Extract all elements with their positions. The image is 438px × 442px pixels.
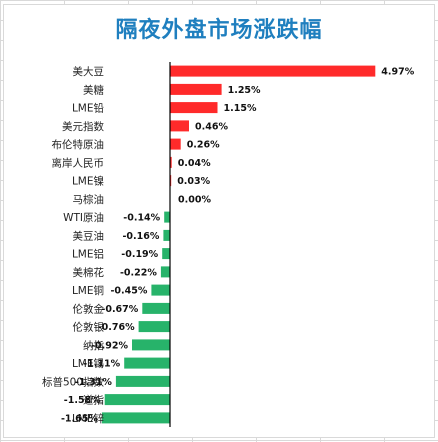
bar-19 [101, 412, 170, 424]
category-label-5: 离岸人民币 [52, 156, 105, 169]
value-label-16: -1.11% [83, 359, 120, 370]
value-label-8: -0.14% [123, 213, 160, 224]
bar-12 [151, 284, 170, 296]
category-label-17: 标普500指数 [42, 375, 105, 388]
bar-9 [163, 229, 170, 241]
labels-layer: 美大豆 4.97% 美糖 1.25% LME铅 1.15% 美元指数 0.46% 布伦特原油 0.… [42, 65, 415, 425]
value-label-11: -0.22% [120, 267, 157, 278]
category-label-18: 道指 [83, 394, 104, 407]
value-label-13: -0.67% [101, 304, 138, 315]
value-label-18: -1.58% [64, 395, 101, 406]
value-label-3: 0.46% [195, 121, 228, 132]
value-label-19: -1.65% [61, 413, 98, 424]
category-label-1: 美糖 [83, 83, 104, 96]
value-label-6: 0.03% [177, 176, 210, 187]
category-label-13: 伦敦金 [73, 302, 105, 315]
category-label-19: LME锌 [72, 412, 105, 425]
category-label-12: LME铜 [72, 285, 104, 297]
bar-0 [170, 65, 376, 77]
value-label-0: 4.97% [381, 67, 414, 78]
value-label-2: 1.15% [224, 103, 257, 114]
bar-14 [138, 321, 170, 333]
bar-1 [170, 83, 222, 95]
value-label-7: 0.00% [178, 194, 211, 205]
value-label-1: 1.25% [228, 85, 261, 96]
value-label-9: -0.16% [122, 231, 159, 242]
bar-15 [132, 339, 170, 351]
bar-3 [170, 120, 189, 132]
bar-6 [170, 175, 172, 187]
category-label-16: LME锡 [72, 357, 104, 370]
bar-8 [164, 211, 170, 223]
bars-layer [101, 65, 376, 424]
category-label-2: LME铅 [72, 102, 105, 115]
category-label-11: 美棉花 [73, 266, 105, 279]
bar-4 [170, 138, 181, 150]
value-label-17: -1.31% [75, 377, 112, 388]
bar-2 [170, 102, 218, 114]
category-label-14: 伦敦银 [73, 321, 105, 334]
category-label-4: 布伦特原油 [52, 138, 105, 151]
value-label-12: -0.45% [110, 286, 147, 297]
category-label-9: 美豆油 [73, 229, 105, 242]
category-label-8: WTI原油 [63, 211, 104, 224]
category-label-10: LME铝 [72, 248, 104, 261]
category-label-7: 马棕油 [73, 193, 105, 206]
bar-10 [162, 248, 170, 260]
value-label-4: 0.26% [187, 140, 220, 151]
bar-16 [124, 357, 170, 369]
category-label-0: 美大豆 [73, 65, 105, 78]
category-label-15: 纳指 [83, 339, 104, 352]
bar-11 [160, 266, 170, 278]
bar-5 [170, 156, 172, 168]
bar-18 [104, 394, 170, 406]
value-label-15: -0.92% [91, 340, 128, 351]
chart-title: 隔夜外盘市场涨跌幅 [115, 17, 323, 43]
bar-17 [115, 375, 170, 387]
category-label-6: LME镍 [72, 175, 104, 188]
value-label-14: -0.76% [98, 322, 135, 333]
value-label-5: 0.04% [178, 158, 211, 169]
category-label-3: 美元指数 [62, 120, 104, 133]
bar-13 [142, 302, 170, 314]
value-label-10: -0.19% [121, 249, 158, 260]
